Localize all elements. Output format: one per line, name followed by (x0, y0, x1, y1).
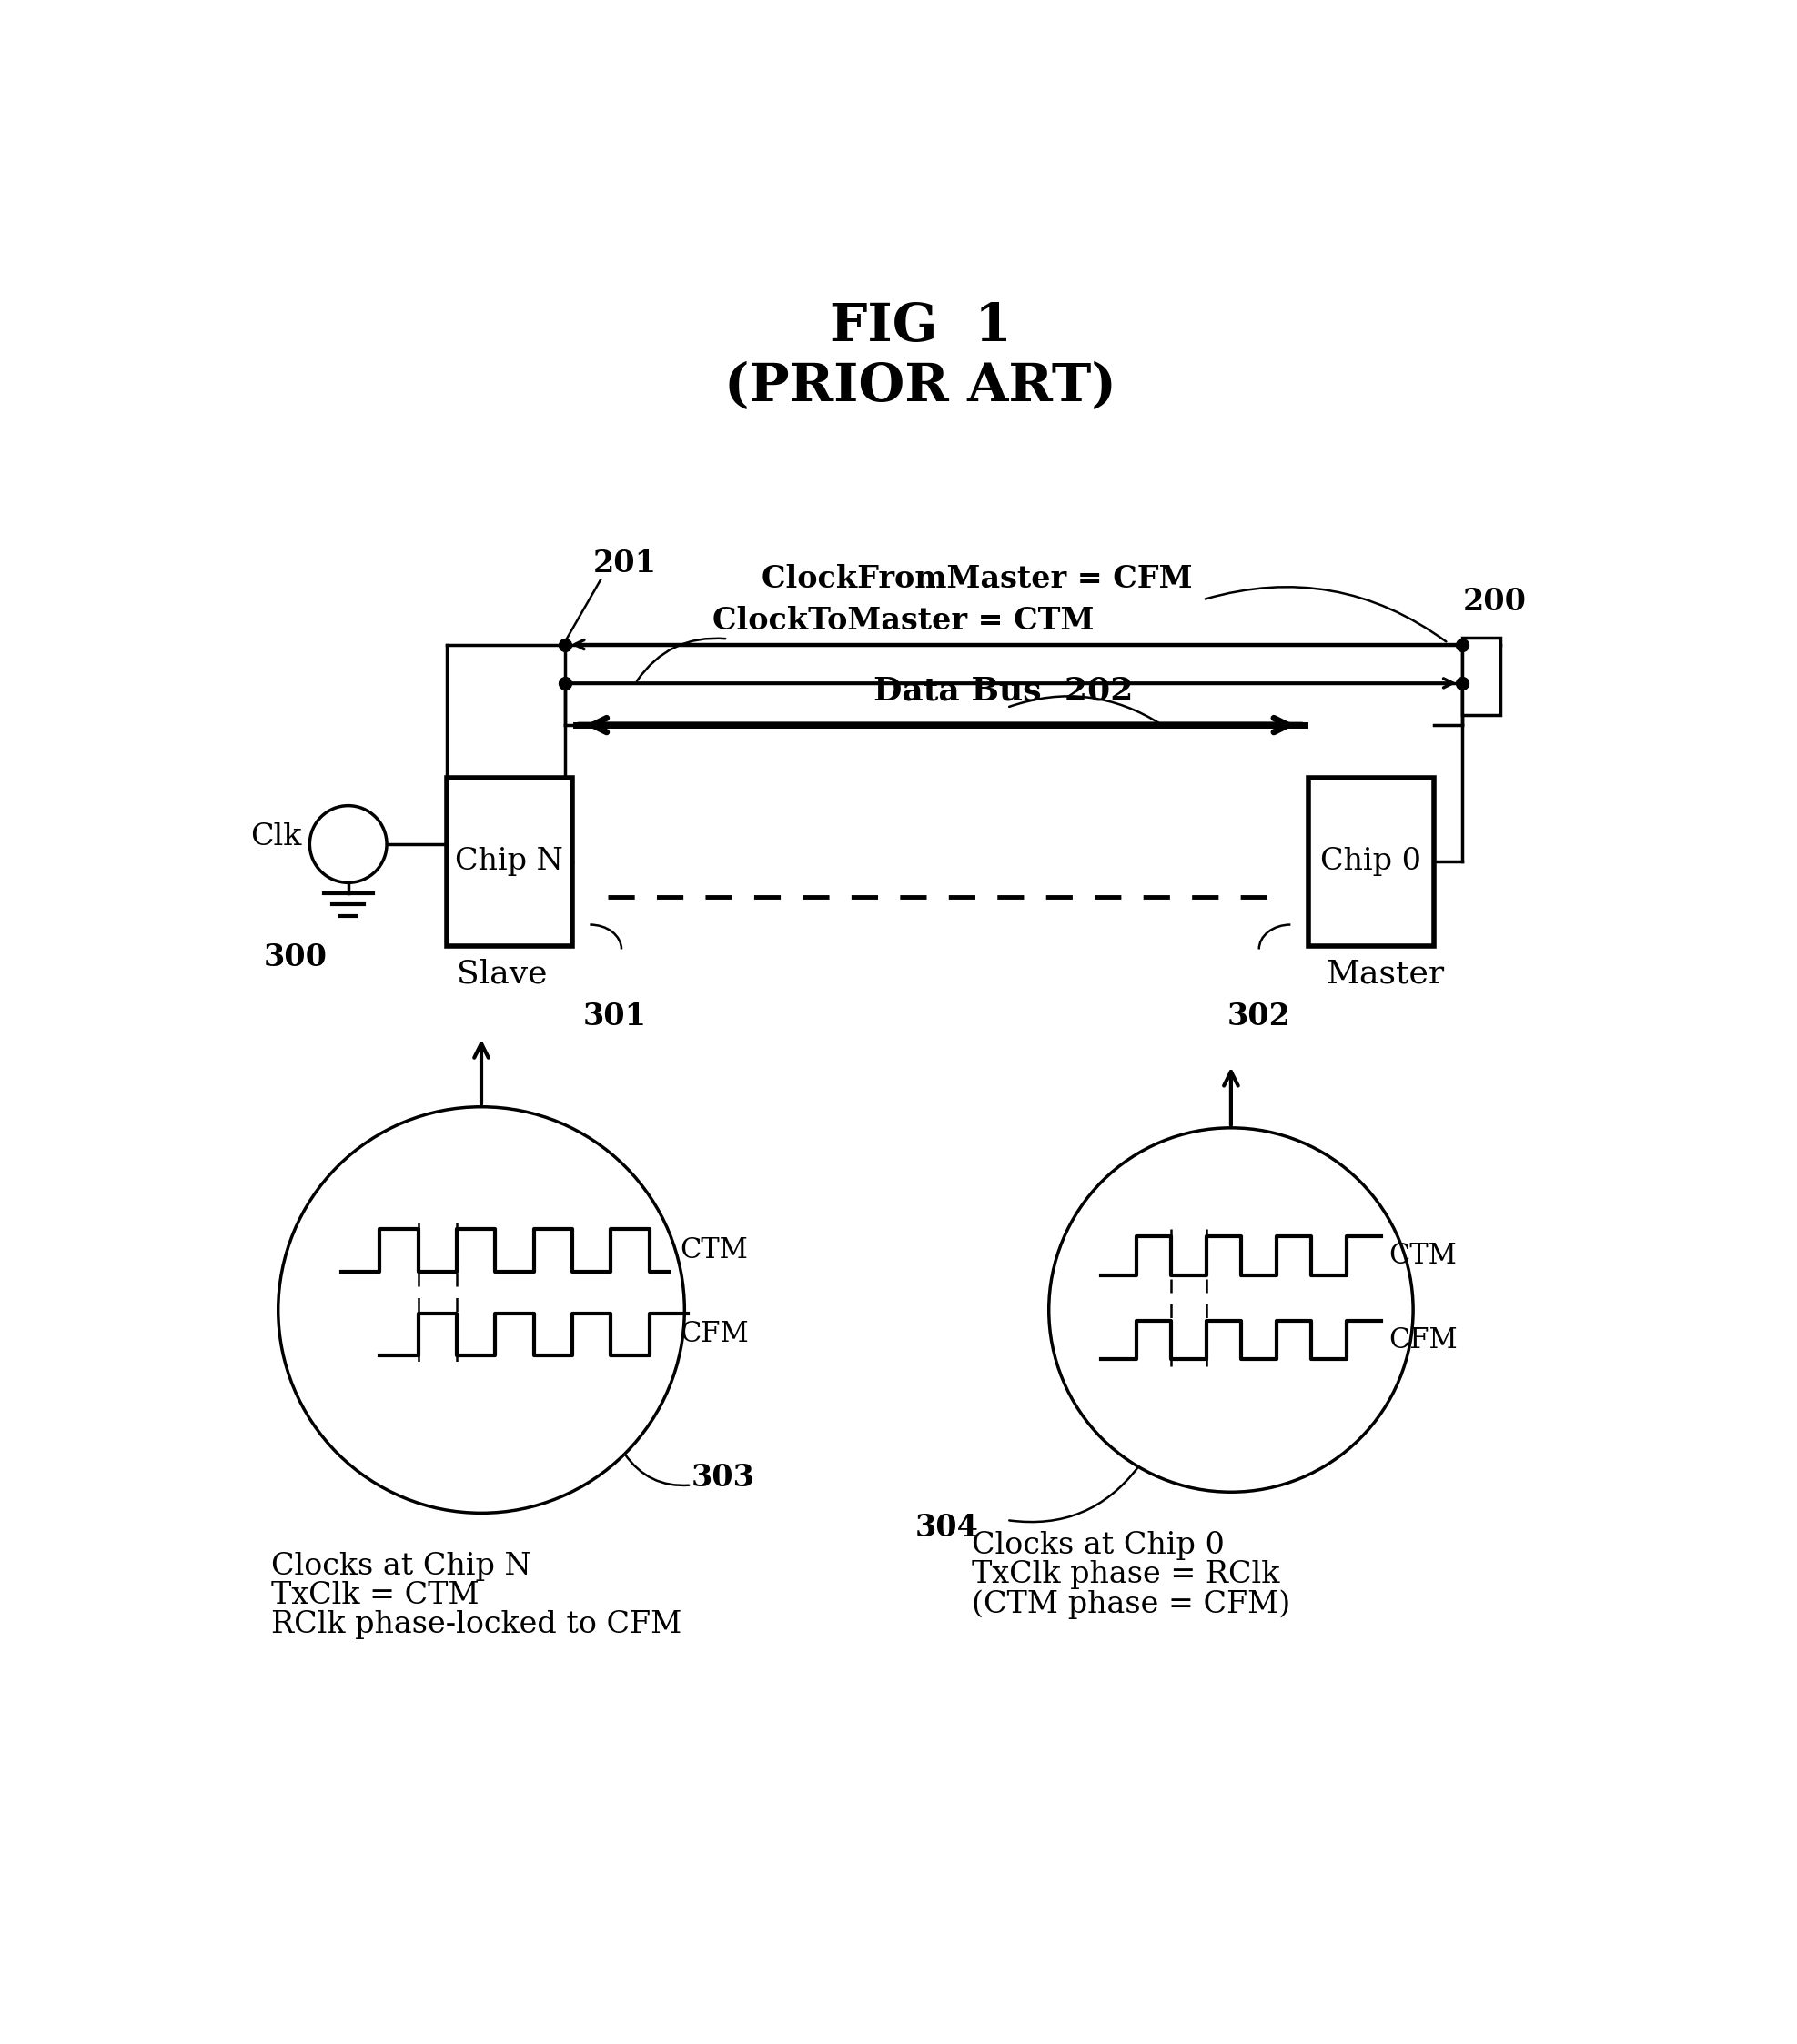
Text: 201: 201 (593, 548, 658, 578)
Text: (PRIOR ART): (PRIOR ART) (724, 362, 1116, 411)
Text: CTM: CTM (1389, 1243, 1457, 1269)
Text: Clocks at Chip N: Clocks at Chip N (271, 1551, 532, 1580)
Text: CFM: CFM (1389, 1327, 1457, 1355)
Text: Chip N: Chip N (455, 846, 564, 877)
Circle shape (1049, 1128, 1412, 1492)
Text: Clk: Clk (250, 822, 302, 852)
Text: 302: 302 (1227, 1002, 1290, 1032)
Text: ClockFromMaster = CFM: ClockFromMaster = CFM (762, 564, 1193, 595)
Text: RClk phase-locked to CFM: RClk phase-locked to CFM (271, 1611, 681, 1639)
Bar (446, 777, 573, 946)
Text: Slave: Slave (456, 959, 548, 989)
Text: ClockToMaster = CTM: ClockToMaster = CTM (713, 607, 1094, 636)
Circle shape (279, 1106, 685, 1513)
Text: Master: Master (1326, 959, 1445, 989)
Text: (CTM phase = CFM): (CTM phase = CFM) (972, 1590, 1290, 1619)
Text: TxClk = CTM: TxClk = CTM (271, 1580, 480, 1611)
Text: FIG  1: FIG 1 (830, 300, 1012, 352)
Text: CFM: CFM (681, 1320, 749, 1349)
Text: 303: 303 (692, 1464, 755, 1492)
Text: 304: 304 (915, 1513, 979, 1543)
Text: 200: 200 (1463, 587, 1527, 617)
Text: Clocks at Chip 0: Clocks at Chip 0 (972, 1531, 1224, 1560)
Text: Chip 0: Chip 0 (1321, 846, 1421, 877)
Text: Data Bus  202: Data Bus 202 (873, 675, 1134, 705)
Text: 301: 301 (582, 1002, 647, 1032)
Text: CTM: CTM (681, 1237, 748, 1265)
Text: 300: 300 (264, 942, 327, 973)
Bar (1463, 638, 1500, 715)
Text: TxClk phase = RClk: TxClk phase = RClk (972, 1560, 1279, 1588)
Circle shape (309, 805, 386, 883)
Bar (1308, 777, 1434, 946)
